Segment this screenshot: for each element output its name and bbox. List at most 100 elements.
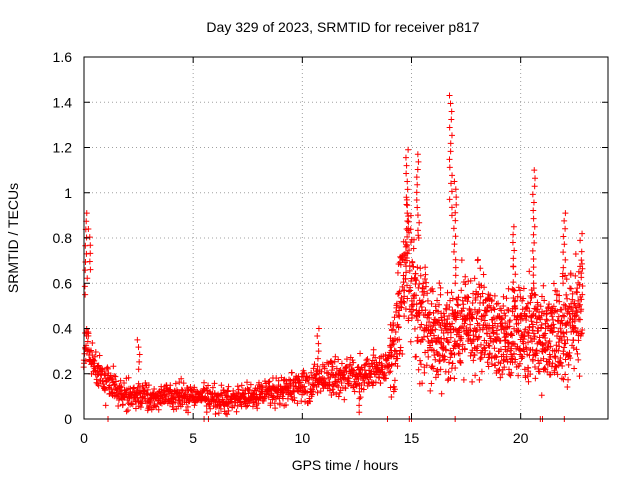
data-point: [414, 204, 421, 211]
data-point: [547, 371, 554, 378]
data-point: [525, 378, 532, 385]
data-point: [329, 367, 336, 374]
data-point: [185, 409, 192, 416]
data-point: [89, 356, 96, 363]
data-point: [110, 363, 117, 370]
chart-title: Day 329 of 2023, SRMTID for receiver p81…: [206, 19, 479, 35]
data-point: [411, 325, 418, 332]
data-point: [314, 389, 321, 396]
data-point: [452, 233, 459, 240]
data-point: [420, 280, 427, 287]
data-point: [307, 398, 314, 405]
data-point: [203, 409, 210, 416]
data-point: [313, 371, 320, 378]
data-point: [113, 378, 120, 385]
data-point: [503, 353, 510, 360]
data-point: [356, 402, 363, 409]
data-point: [396, 288, 403, 295]
data-point: [529, 356, 536, 363]
data-point: [170, 406, 177, 413]
data-point: [87, 242, 94, 249]
data-point: [134, 395, 141, 402]
data-point: [417, 361, 424, 368]
data-point: [504, 358, 511, 365]
data-point: [388, 361, 395, 368]
data-point: [523, 304, 530, 311]
data-point: [510, 263, 517, 270]
data-point: [95, 382, 102, 389]
data-point: [397, 261, 404, 268]
data-point: [424, 347, 431, 354]
data-point: [295, 388, 302, 395]
data-point: [556, 343, 563, 350]
data-point: [172, 380, 179, 387]
data-point: [309, 391, 316, 398]
data-point: [467, 352, 474, 359]
data-point: [240, 391, 247, 398]
data-point: [549, 360, 556, 367]
data-point: [538, 321, 545, 328]
data-point: [81, 350, 88, 357]
data-point: [135, 344, 142, 351]
data-point: [458, 308, 465, 315]
data-point: [515, 327, 522, 334]
data-point: [475, 281, 482, 288]
data-point: [217, 405, 224, 412]
data-point: [305, 379, 312, 386]
data-point: [564, 383, 571, 390]
data-point: [572, 250, 579, 257]
data-point: [444, 316, 451, 323]
data-point: [473, 315, 480, 322]
data-point: [272, 405, 279, 412]
data-point: [151, 385, 158, 392]
data-point: [495, 300, 502, 307]
data-point: [452, 186, 459, 193]
data-point: [572, 324, 579, 331]
x-tick-label: 20: [513, 430, 529, 446]
data-point: [87, 250, 94, 257]
data-point: [446, 303, 453, 310]
data-point: [405, 218, 412, 225]
data-point: [521, 333, 528, 340]
data-point: [386, 369, 393, 376]
data-point: [398, 304, 405, 311]
data-point: [531, 363, 538, 370]
data-point: [234, 383, 241, 390]
data-point: [510, 223, 517, 230]
data-point: [405, 146, 412, 153]
data-point: [404, 295, 411, 302]
data-point: [387, 384, 394, 391]
data-point: [485, 295, 492, 302]
data-point: [209, 384, 216, 391]
data-point: [282, 401, 289, 408]
data-point: [553, 342, 560, 349]
data-point: [554, 371, 561, 378]
data-point: [167, 387, 174, 394]
data-point: [537, 303, 544, 310]
x-tick-label: 10: [295, 430, 311, 446]
data-point: [550, 303, 557, 310]
data-point: [234, 402, 241, 409]
data-point: [404, 178, 411, 185]
data-point: [419, 298, 426, 305]
data-point: [84, 275, 91, 282]
data-point: [512, 356, 519, 363]
data-point: [566, 311, 573, 318]
data-point: [407, 212, 414, 219]
data-point: [503, 324, 510, 331]
data-point: [111, 373, 118, 380]
data-point: [390, 322, 397, 329]
data-point: [579, 265, 586, 272]
data-point: [569, 290, 576, 297]
data-point: [329, 386, 336, 393]
data-point: [526, 308, 533, 315]
data-point: [338, 379, 345, 386]
data-point: [155, 406, 162, 413]
data-point: [342, 385, 349, 392]
data-point: [360, 386, 367, 393]
data-point: [304, 389, 311, 396]
data-point: [423, 362, 430, 369]
data-point: [446, 164, 453, 171]
data-point: [414, 166, 421, 173]
data-point: [343, 356, 350, 363]
